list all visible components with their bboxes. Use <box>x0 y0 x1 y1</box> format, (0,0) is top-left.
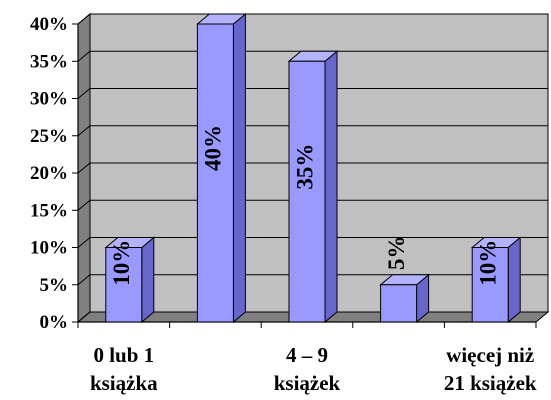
y-tick-label: 20% <box>30 163 68 184</box>
y-tick-label: 25% <box>30 126 68 147</box>
y-tick-labels: 0% 5% 10% 15% 20% 25% 30% 35% 40% <box>30 14 68 333</box>
bars <box>104 12 522 324</box>
gridline <box>77 88 548 99</box>
x-category-label: więcej niż <box>446 343 534 367</box>
bar <box>379 273 430 324</box>
x-category-label: 21 książek <box>444 371 537 395</box>
x-category-label: książka <box>90 371 158 395</box>
y-tick-label: 30% <box>30 89 68 110</box>
y-tick-label: 0% <box>40 312 69 333</box>
gridline <box>77 13 548 25</box>
y-tick-label: 5% <box>40 275 69 296</box>
x-category-label: 4 – 9 <box>286 343 328 367</box>
bar <box>196 12 247 324</box>
y-tick-label: 15% <box>30 200 68 221</box>
bar <box>104 236 156 324</box>
gridline <box>77 50 548 62</box>
x-category-label: książek <box>274 371 341 395</box>
data-label: 10% <box>109 240 134 286</box>
data-label: 35% <box>292 144 317 190</box>
data-label: 10% <box>475 240 500 286</box>
bar <box>287 50 339 324</box>
y-tick-label: 10% <box>30 238 68 259</box>
gridline <box>77 199 548 211</box>
category-labels: 0 lub 1 książka 4 – 9 książek więcej niż 21 k… <box>90 343 537 395</box>
data-label: 40% <box>201 125 226 171</box>
bar <box>470 236 522 324</box>
gridline <box>77 125 548 137</box>
gridline <box>77 237 548 248</box>
data-labels: 10% 40% 35% 5% 10% <box>109 125 500 286</box>
x-category-label: 0 lub 1 <box>93 343 154 367</box>
y-tick-label: 40% <box>30 14 68 35</box>
data-label: 5% <box>384 236 409 271</box>
y-tick-label: 35% <box>30 51 68 72</box>
gridline <box>77 162 548 174</box>
